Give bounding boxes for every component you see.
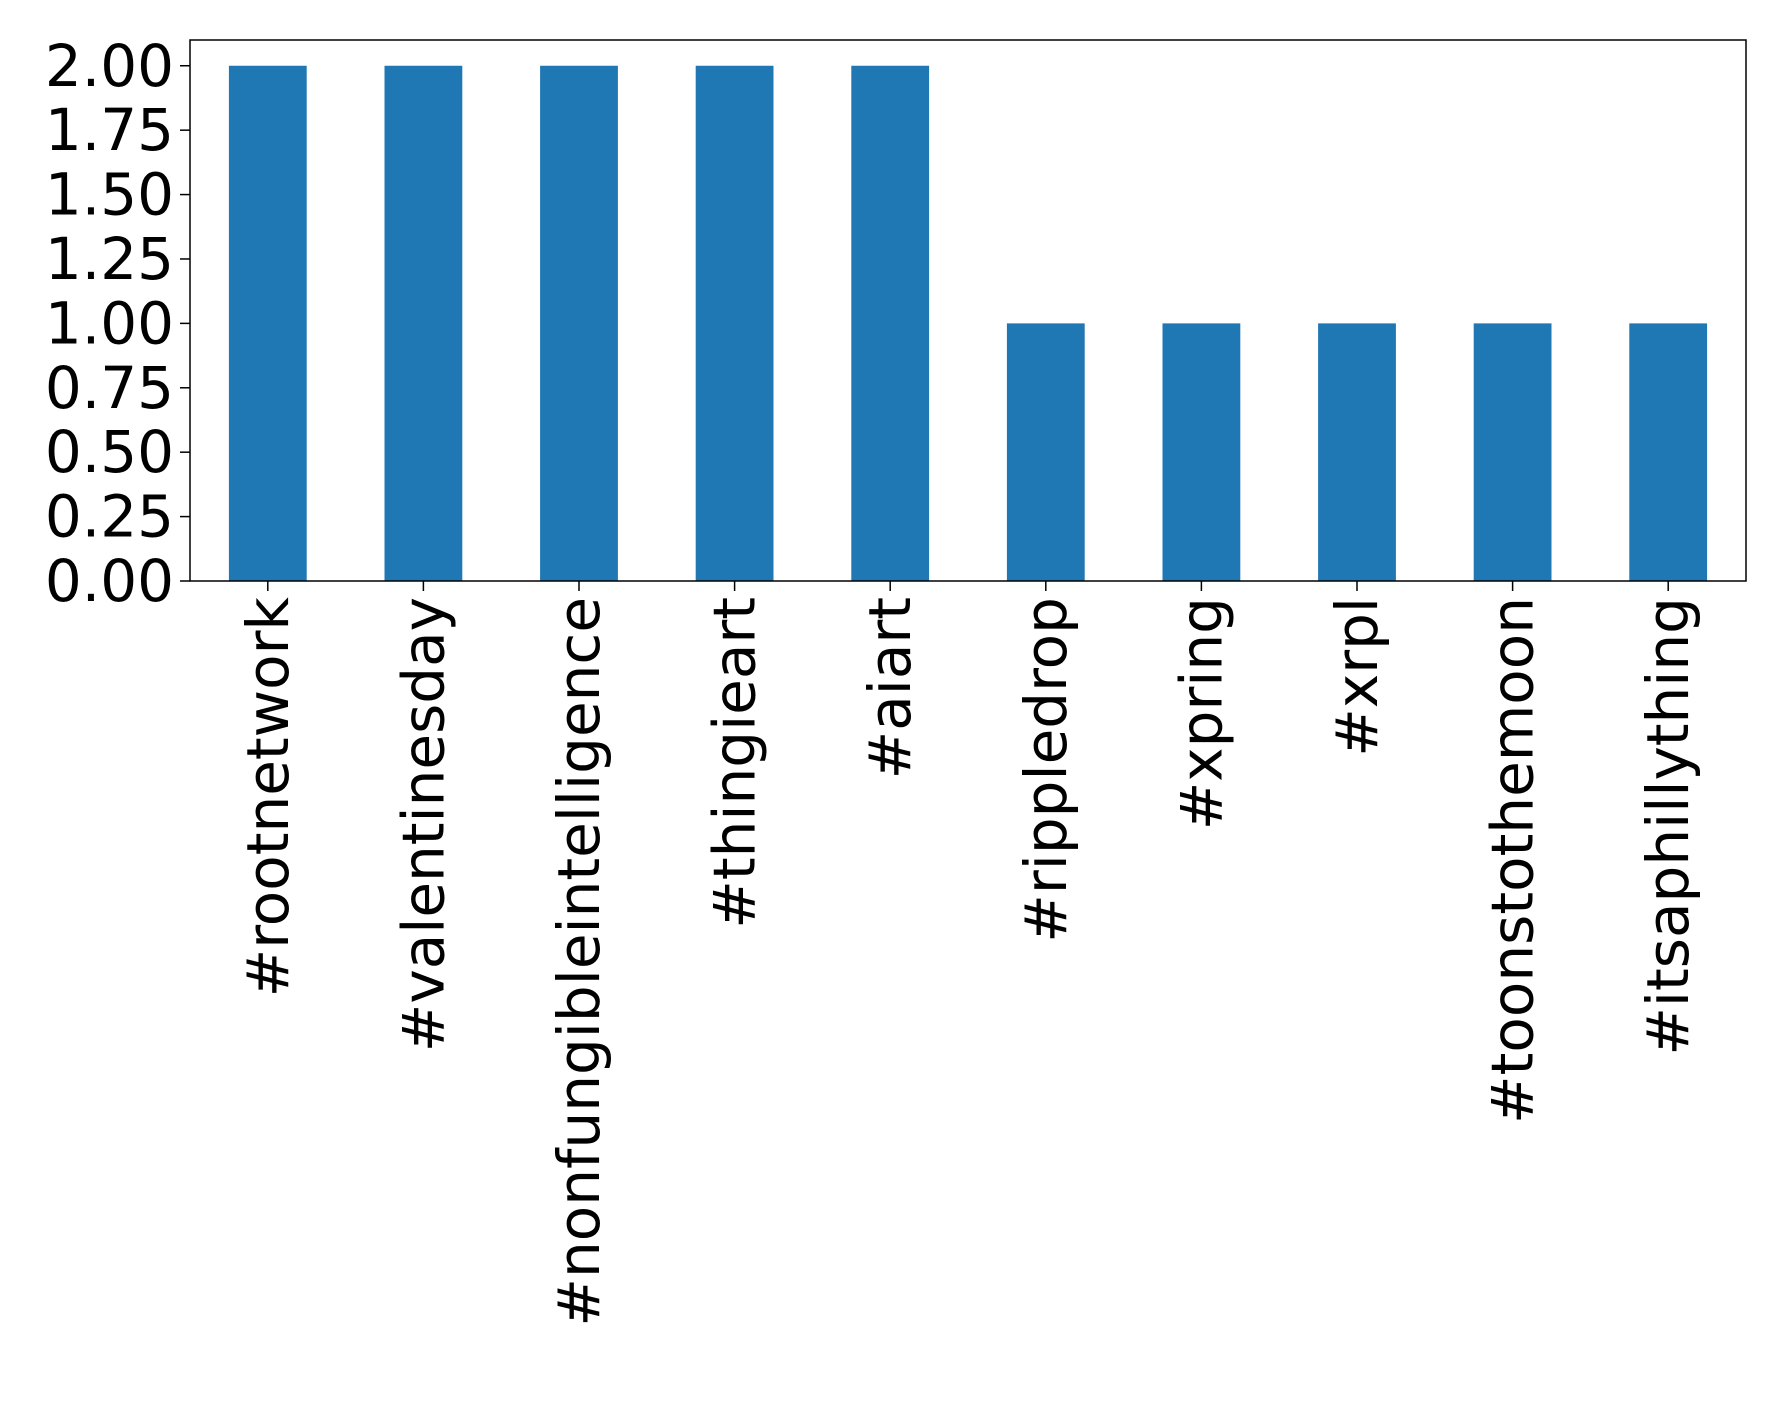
bar-6	[1162, 323, 1241, 581]
y-tick-label-3: 0.75	[45, 354, 174, 422]
bar-9	[1629, 323, 1708, 581]
x-tick-label-9: #itsaphillything	[1634, 597, 1702, 1056]
bar-2	[540, 65, 618, 581]
x-tick-label-7: #xrpl	[1323, 597, 1391, 757]
x-tick-label-4: #aiart	[856, 597, 924, 779]
bar-4	[851, 65, 930, 581]
y-tick-label-4: 1.00	[45, 289, 174, 357]
bar-5	[1006, 323, 1085, 581]
y-tick-label-8: 2.00	[45, 32, 174, 100]
y-tick-label-7: 1.75	[45, 96, 174, 164]
x-tick-label-5: #rippledrop	[1012, 597, 1080, 943]
x-tick-label-8: #toonstothemoon	[1479, 597, 1547, 1124]
x-tick-label-1: #valentinesday	[389, 597, 457, 1052]
y-tick-label-2: 0.50	[45, 418, 174, 486]
bar-8	[1473, 323, 1552, 581]
x-axis: #rootnetwork #valentinesday #nonfungiblein…	[234, 581, 1702, 1327]
x-tick-label-0: #rootnetwork	[234, 597, 302, 998]
bar-7	[1318, 323, 1396, 581]
bar-1	[384, 65, 463, 581]
y-tick-label-6: 1.50	[45, 161, 174, 229]
x-tick-label-3: #thingieart	[701, 597, 769, 929]
y-axis: 0.000.250.500.751.001.251.501.752.00	[45, 32, 190, 615]
x-tick-label-2: #nonfungibleintelligence	[545, 597, 613, 1327]
y-tick-label-0: 0.00	[45, 547, 174, 615]
y-tick-label-5: 1.25	[45, 225, 174, 293]
y-tick-label-1: 0.25	[45, 483, 174, 551]
x-tick-label-6: #xpring	[1167, 597, 1235, 830]
bar-0	[228, 65, 307, 581]
bars-group	[228, 65, 1708, 581]
plot-frame	[189, 39, 1747, 582]
bar-3	[695, 65, 774, 581]
